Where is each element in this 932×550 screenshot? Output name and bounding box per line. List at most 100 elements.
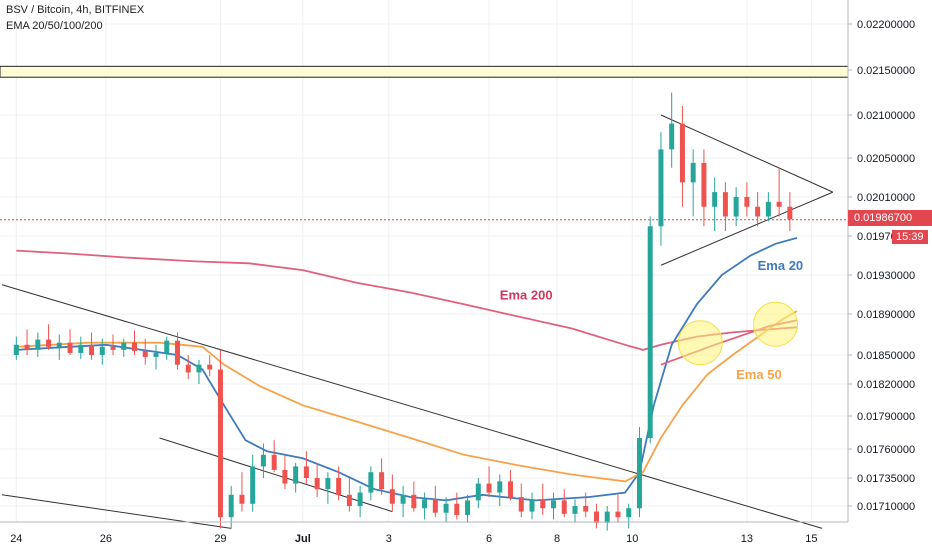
candle <box>228 485 234 529</box>
candle <box>583 492 589 518</box>
x-tick-label: 24 <box>10 533 22 545</box>
candle-body <box>776 201 782 207</box>
candle <box>508 469 514 501</box>
annotation-ema-200: Ema 200 <box>500 287 553 302</box>
candle <box>325 472 331 504</box>
candle <box>46 324 52 350</box>
candle <box>132 330 138 355</box>
candle-body <box>260 454 266 467</box>
candle-countdown: 15:39 <box>892 230 928 244</box>
candle-body <box>540 499 546 509</box>
candle <box>13 336 19 360</box>
candle-body <box>411 494 417 509</box>
series-line-ema-20 <box>16 237 798 502</box>
y-tick-label: 0.01760000 <box>857 444 915 456</box>
candle <box>432 485 438 518</box>
candle <box>443 497 449 523</box>
candle-body <box>733 197 739 217</box>
resistance-zone <box>0 65 849 78</box>
candle <box>314 462 320 498</box>
candle <box>271 440 277 473</box>
candle <box>593 503 599 529</box>
candle <box>400 485 406 518</box>
y-tick-label: 0.02050000 <box>857 153 915 165</box>
candle <box>239 472 245 512</box>
candle-body <box>615 511 621 518</box>
candle <box>604 506 610 531</box>
x-tick-label: 6 <box>486 533 492 545</box>
highlight-circles <box>677 301 799 366</box>
candle-body <box>357 492 363 506</box>
candle-body <box>228 494 234 518</box>
candle <box>185 355 191 380</box>
candle <box>196 359 202 384</box>
candle <box>518 483 524 518</box>
candle-body <box>626 508 632 518</box>
candle-body <box>293 466 299 484</box>
y-tick-label: 0.01735000 <box>857 473 915 485</box>
candle-body <box>368 472 374 493</box>
trendline <box>1 284 823 529</box>
candle-body <box>604 511 610 523</box>
candle <box>647 216 653 444</box>
candle <box>89 332 95 360</box>
candle <box>658 132 664 246</box>
price-axis[interactable]: 0.02200000 0.02150000 0.02100000 0.02050000… <box>847 0 915 522</box>
candle <box>56 334 62 360</box>
candle <box>411 481 417 512</box>
candle <box>701 149 707 227</box>
candle-body <box>722 192 728 217</box>
resistance-band <box>0 65 849 78</box>
candle <box>282 454 288 490</box>
candle-body <box>24 344 30 350</box>
x-tick-label: Jul <box>295 533 311 545</box>
candle-body <box>67 342 73 353</box>
x-tick-label: 13 <box>741 533 753 545</box>
y-tick-label: 0.01820000 <box>857 379 915 391</box>
candle-body <box>217 369 223 518</box>
candle <box>669 92 675 168</box>
candle <box>454 492 460 520</box>
candle <box>776 167 782 217</box>
y-tick-label: 0.02100000 <box>857 110 915 122</box>
candle-body <box>110 346 116 350</box>
candle-body <box>379 472 385 490</box>
candle-body <box>432 499 438 513</box>
candle <box>110 334 116 355</box>
candle-body <box>400 494 406 504</box>
series-line-ema-50 <box>16 310 798 483</box>
candle-body <box>669 123 675 150</box>
candle <box>733 187 739 227</box>
candle <box>35 332 41 357</box>
candle <box>690 149 696 217</box>
candle <box>765 192 771 222</box>
candle <box>465 494 471 523</box>
candle-body <box>153 352 159 357</box>
candle-body <box>551 500 557 509</box>
candle-body <box>325 478 331 490</box>
candle-body <box>35 339 41 350</box>
candle-body <box>89 344 95 355</box>
candle <box>389 474 395 512</box>
candle-body <box>765 201 771 217</box>
candle <box>679 106 685 207</box>
candle <box>712 177 718 232</box>
indicator-legend[interactable]: EMA 20/50/100/200 <box>6 20 103 32</box>
candle-body <box>454 503 460 515</box>
time-axis[interactable]: 24 26 29 Jul 3 6 8 10 13 15 <box>0 521 848 545</box>
candle-body <box>185 364 191 373</box>
y-tick-label: 0.01710000 <box>857 501 915 513</box>
candle-body <box>336 478 342 495</box>
candle <box>722 182 728 232</box>
trendlines <box>0 114 848 529</box>
candle <box>346 478 352 512</box>
candle <box>615 494 621 523</box>
last-price-tag: 0.01986700 <box>848 210 932 226</box>
candle-body <box>142 350 148 357</box>
candle-body <box>497 481 503 493</box>
candle-body <box>389 489 395 504</box>
candle-body <box>583 506 589 512</box>
candle-body <box>271 454 277 470</box>
candle-body <box>250 466 256 504</box>
